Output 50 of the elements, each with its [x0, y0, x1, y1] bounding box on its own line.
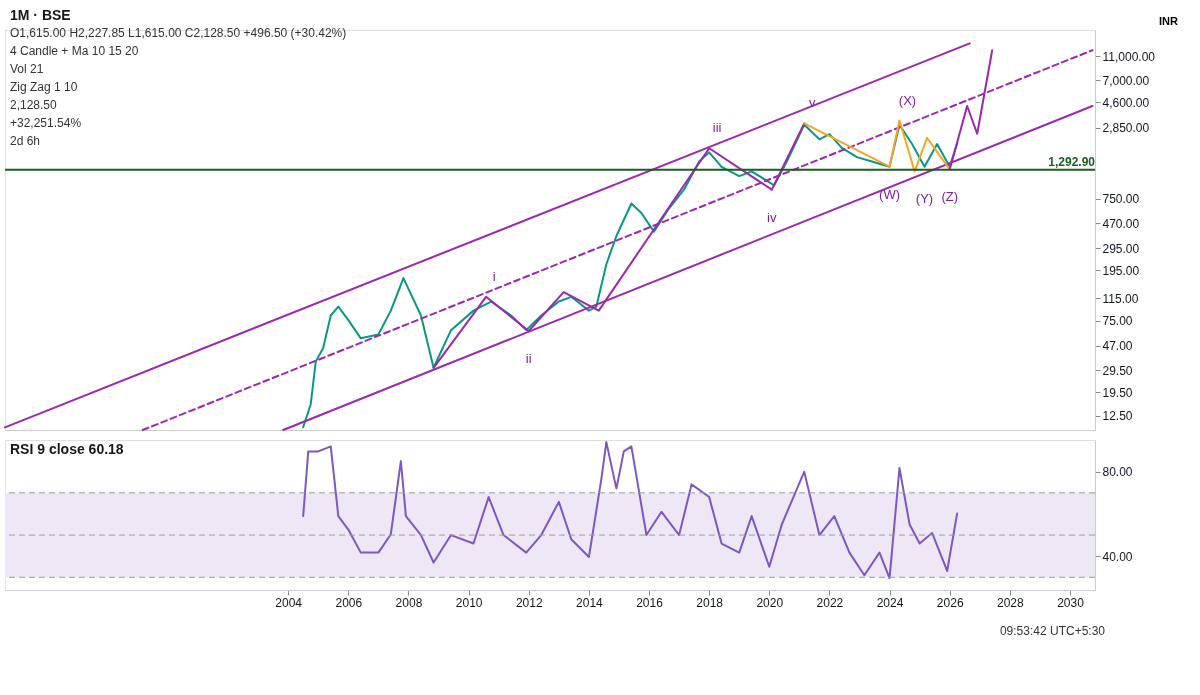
annotation: Vol 21	[10, 61, 45, 78]
text: 09:53:42 UTC+5:30	[999, 624, 1105, 638]
annotation: (X)	[898, 92, 917, 108]
x-tick-label: 2024	[876, 595, 904, 610]
x-tick-label: 2014	[576, 595, 604, 610]
y-tick-label: 750.00	[1102, 192, 1140, 207]
annotation: (Y)	[915, 191, 934, 207]
x-tick-label: 2026	[936, 595, 964, 610]
y-tick-label: 80.00	[1102, 465, 1133, 480]
y-tick-label: 295.00	[1102, 241, 1140, 256]
x-tick-label: 2008	[395, 595, 423, 610]
x-tick-label: 2012	[515, 595, 543, 610]
chart-title: 1M · BSE	[10, 6, 72, 24]
y-tick-label: 40.00	[1102, 549, 1133, 564]
x-tick-label: 2022	[816, 595, 844, 610]
x-tick-label: 2018	[696, 595, 724, 610]
x-tick-label: 2030	[1057, 595, 1085, 610]
y-tick-label: 47.00	[1102, 339, 1133, 354]
y-tick-label: 4,600.00	[1102, 95, 1150, 110]
annotation: (W)	[879, 186, 900, 202]
annotation: iii	[712, 120, 722, 136]
y-tick-label: 75.00	[1102, 314, 1133, 329]
y-tick-label: 2,850.00	[1102, 121, 1150, 136]
annotation: ii	[525, 350, 532, 366]
y-axis-title: INR	[1158, 14, 1178, 27]
y-tick-label: 195.00	[1102, 263, 1140, 278]
x-tick-label: 2010	[455, 595, 483, 610]
ref-line-label: 1,292.90	[1048, 154, 1096, 169]
x-tick-label: 2016	[636, 595, 664, 610]
x-tick-label: 2004	[275, 595, 303, 610]
y-tick-label: 7,000.00	[1102, 73, 1150, 88]
annotation: i	[492, 268, 496, 284]
annotation: +32,251.54%	[10, 115, 83, 132]
y-tick-label: 115.00	[1102, 291, 1139, 306]
y-tick-label: 470.00	[1102, 216, 1140, 231]
x-tick-label: 2006	[335, 595, 363, 610]
y-tick-label: 12.50	[1102, 409, 1133, 424]
annotation: 2,128.50	[10, 97, 58, 114]
y-tick-label: 11,000.00	[1102, 49, 1156, 64]
annotation: iv	[767, 209, 777, 225]
x-tick-label: 2020	[756, 595, 784, 610]
chart-title: RSI 9 close 60.18	[10, 440, 124, 458]
x-tick-label: 2028	[996, 595, 1024, 610]
y-tick-label: 29.50	[1102, 363, 1133, 378]
chart-subtitle: O1,615.00 H2,227.85 L1,615.00 C2,128.50 +496.50 (+30.42%)	[10, 25, 347, 42]
annotation: Zig Zag 1 10	[10, 79, 79, 96]
annotation: (Z)	[941, 189, 959, 205]
annotation: 4 Candle + Ma 10 15 20	[10, 43, 140, 60]
annotation: 2d 6h	[10, 133, 42, 150]
y-tick-label: 19.50	[1102, 385, 1133, 400]
